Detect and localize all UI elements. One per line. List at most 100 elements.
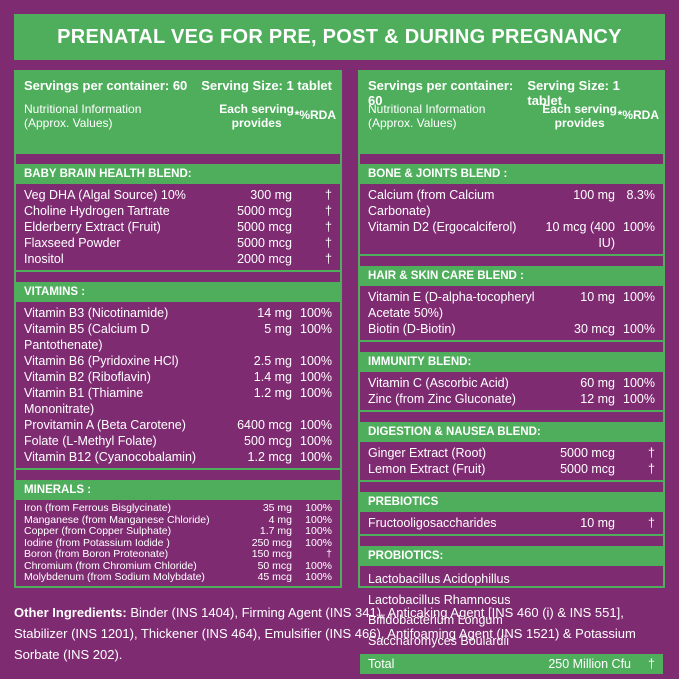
title: PRENATAL VEG FOR PRE, POST & DURING PREG… bbox=[14, 14, 665, 60]
amount: 1.7 mg bbox=[259, 525, 292, 537]
amount: 5000 mcg bbox=[237, 220, 292, 234]
rows: Iron (from Ferrous Bisglycinate) 35 mg 100… bbox=[16, 500, 340, 587]
rda: 100% bbox=[623, 322, 655, 336]
section: BABY BRAIN HEALTH BLEND: Veg DHA (Algal S… bbox=[16, 152, 340, 270]
row: Elderberry Extract (Fruit) 5000 mcg † bbox=[24, 219, 332, 235]
name: Vitamin B3 (Nicotinamide) bbox=[24, 306, 169, 320]
row: Vitamin B2 (Riboflavin) 1.4 mg 100% bbox=[24, 369, 332, 385]
amount: 6400 mcg bbox=[237, 418, 292, 432]
row: Lactobacillus Rhamnosus bbox=[368, 590, 655, 611]
name: Manganese (from Manganese Chloride) bbox=[24, 513, 210, 526]
row: Choline Hydrogen Tartrate 5000 mcg † bbox=[24, 203, 332, 219]
name: Chromium (from Chromium Chloride) bbox=[24, 559, 197, 572]
name: Folate (L-Methyl Folate) bbox=[24, 434, 157, 448]
name: Vitamin E (D-alpha-tocopheryl Acetate 50… bbox=[368, 290, 535, 320]
rda: *%RDA bbox=[617, 108, 659, 122]
amount: 50 mcg bbox=[257, 559, 292, 572]
rda: † bbox=[325, 220, 332, 234]
amount: 1.2 mg bbox=[253, 386, 292, 400]
name: Ginger Extract (Root) bbox=[368, 446, 487, 460]
total-cell: Total bbox=[368, 657, 395, 671]
amount: 10 mcg (400 IU) bbox=[545, 220, 615, 250]
section: VITAMINS : Vitamin B3 (Nicotinamide) 14 mg… bbox=[16, 270, 340, 468]
section-title: HAIR & SKIN CARE BLEND : bbox=[360, 266, 663, 286]
rda: 100% bbox=[305, 559, 332, 572]
section: DIGESTION & NAUSEA BLEND: Ginger Extract … bbox=[360, 410, 663, 480]
rda: 100% bbox=[300, 418, 332, 432]
name: Elderberry Extract (Fruit) bbox=[24, 220, 161, 234]
rda: 100% bbox=[300, 306, 332, 320]
amount: 5 mg bbox=[264, 322, 292, 336]
section-title: BONE & JOINTS BLEND : bbox=[360, 164, 663, 184]
amount: 5000 mcg bbox=[237, 236, 292, 250]
name: Fructooligosaccharides bbox=[368, 516, 497, 530]
section-title: VITAMINS : bbox=[16, 282, 340, 302]
name: Iodine (from Potassium Iodide ) bbox=[24, 536, 170, 549]
rda: 100% bbox=[300, 450, 332, 464]
row: Lemon Extract (Fruit) 5000 mcg † bbox=[368, 461, 655, 477]
rda: † bbox=[325, 204, 332, 218]
amount: 1.2 mcg bbox=[247, 450, 292, 464]
amount: 150 mcg bbox=[251, 548, 292, 560]
rda: *%RDA bbox=[294, 108, 336, 122]
rda: † bbox=[648, 446, 655, 460]
rda: † bbox=[648, 462, 655, 476]
rda: 100% bbox=[300, 370, 332, 384]
amount: 5000 mcg bbox=[560, 462, 615, 476]
rda: 8.3% bbox=[626, 188, 656, 202]
rda: † bbox=[325, 188, 332, 202]
rda: 100% bbox=[623, 392, 655, 406]
name: Vitamin B1 (Thiamine Mononitrate) bbox=[24, 386, 144, 416]
rda: 100% bbox=[623, 290, 655, 304]
name: Vitamin D2 (Ergocalciferol) bbox=[368, 220, 517, 234]
info: Nutritional Information (Approx. Values) bbox=[24, 102, 142, 130]
serving-row: Servings per container: 60 Serving Size: … bbox=[368, 78, 655, 108]
amount: 2.5 mg bbox=[253, 354, 292, 368]
amount: 500 mcg bbox=[244, 434, 292, 448]
row: Vitamin B3 (Nicotinamide) 14 mg 100% bbox=[24, 305, 332, 321]
row: Vitamin E (D-alpha-tocopheryl Acetate 50… bbox=[368, 289, 655, 321]
row: Chromium (from Chromium Chloride) 50 mcg 1… bbox=[24, 559, 332, 573]
amount: 45 mcg bbox=[257, 571, 292, 583]
row: Lactobacillus Acidophillus bbox=[368, 569, 655, 590]
section-title: IMMUNITY BLEND: bbox=[360, 352, 663, 372]
rda: 100% bbox=[305, 536, 332, 549]
rows: Lactobacillus Acidophillus Lactobacillus … bbox=[360, 566, 663, 654]
amount: 35 mg bbox=[262, 502, 292, 514]
section: IMMUNITY BLEND: Vitamin C (Ascorbic Acid)… bbox=[360, 340, 663, 410]
amount: 5000 mcg bbox=[237, 204, 292, 218]
rda: 100% bbox=[300, 354, 332, 368]
name: Vitamin B6 (Pyridoxine HCl) bbox=[24, 354, 179, 368]
total-cell: 250 Million Cfu bbox=[548, 657, 631, 671]
rows: Calcium (from Calcium Carbonate) 100 mg 8.… bbox=[360, 184, 663, 254]
info: Nutritional Information (Approx. Values) bbox=[368, 102, 486, 130]
row: Bifidobacterium Longum bbox=[368, 610, 655, 631]
section-title: DIGESTION & NAUSEA BLEND: bbox=[360, 422, 663, 442]
panel: Servings per container: 60 Serving Size: … bbox=[358, 70, 665, 674]
rda: † bbox=[648, 516, 655, 530]
amount: 4 mg bbox=[268, 513, 292, 526]
rda: 100% bbox=[305, 525, 332, 537]
rda: 100% bbox=[300, 386, 332, 400]
rda: 100% bbox=[300, 434, 332, 448]
servings: Servings per container: 60 bbox=[368, 78, 514, 108]
name: Inositol bbox=[24, 252, 64, 266]
each-serving: Each serving provides bbox=[542, 102, 617, 130]
amount: 30 mcg bbox=[574, 322, 615, 336]
rda: † bbox=[325, 236, 332, 250]
rda: † bbox=[325, 252, 332, 266]
amount: 14 mg bbox=[257, 306, 292, 320]
serving-row: Servings per container: 60 Serving Size: … bbox=[24, 78, 332, 93]
rows: Vitamin E (D-alpha-tocopheryl Acetate 50… bbox=[360, 286, 663, 340]
rows: Vitamin C (Ascorbic Acid) 60 mg 100% Zinc (… bbox=[360, 372, 663, 410]
total-row: Total 250 Million Cfu † bbox=[360, 654, 663, 674]
serving-size: Serving Size: 1 tablet bbox=[527, 78, 620, 108]
row: Vitamin B6 (Pyridoxine HCl) 2.5 mg 100% bbox=[24, 353, 332, 369]
rows: Ginger Extract (Root) 5000 mcg † Lemon Extr… bbox=[360, 442, 663, 480]
row: Vitamin B1 (Thiamine Mononitrate) 1.2 mg 1… bbox=[24, 385, 332, 417]
panel-header: Servings per container: 60 Serving Size: … bbox=[360, 72, 663, 152]
amount: 250 mcg bbox=[251, 536, 292, 549]
section: PREBIOTICS Fructooligosaccharides 10 mg † bbox=[360, 480, 663, 534]
name: Lactobacillus Rhamnosus bbox=[368, 592, 511, 607]
